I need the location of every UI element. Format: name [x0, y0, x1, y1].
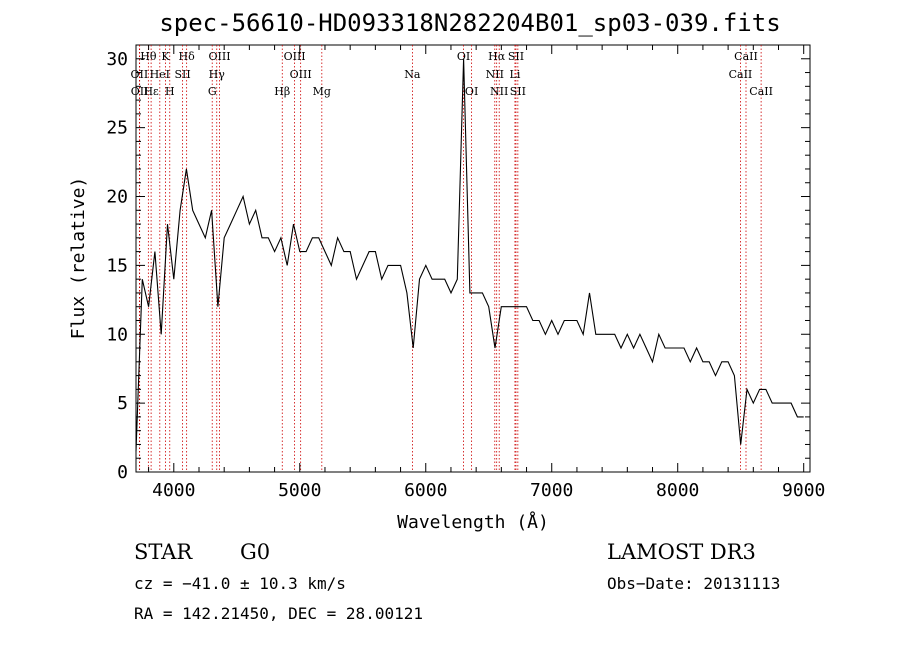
line-label: Li [510, 68, 521, 81]
line-label: OII [131, 85, 149, 98]
spectrum-line [135, 58, 804, 452]
object-class: STAR [134, 540, 193, 564]
y-tick-label: 10 [106, 324, 128, 345]
line-label: CaII [734, 50, 758, 63]
plot-frame [135, 44, 811, 473]
line-label: SII [508, 50, 524, 63]
line-label: Hα [488, 50, 506, 63]
x-tick-label: 6000 [404, 480, 447, 501]
line-label: NII [486, 68, 504, 81]
survey-name: LAMOST DR3 [607, 540, 756, 564]
spectrum-chart: spec-56610-HD093318N282204B01_sp03-039.f… [68, 9, 825, 533]
line-label: CaII [729, 68, 753, 81]
y-tick-label: 20 [106, 187, 128, 208]
line-label: G [208, 85, 217, 98]
x-tick-label: 7000 [530, 480, 573, 501]
observation-date: Obs−Date: 20131113 [607, 574, 781, 593]
object-subclass: G0 [240, 540, 271, 564]
line-label: Na [404, 68, 421, 81]
x-axis-label: Wavelength (Å) [397, 511, 549, 533]
line-label: Mg [313, 85, 331, 98]
y-tick-label: 25 [106, 118, 128, 139]
line-label: OIII [284, 50, 306, 63]
chart-title: spec-56610-HD093318N282204B01_sp03-039.f… [159, 9, 780, 37]
line-label: Hθ [140, 50, 157, 63]
y-tick-label: 0 [117, 462, 128, 483]
y-axis: 0 5 10 15 20 25 30 [106, 49, 810, 483]
line-label: Hδ [179, 50, 196, 63]
line-label: Hβ [274, 85, 290, 98]
line-label: H [165, 85, 175, 98]
spectral-line-markers [139, 45, 762, 472]
line-label: K [161, 50, 170, 63]
x-axis: 4000 5000 6000 7000 8000 9000 [148, 45, 825, 501]
line-label: NII [490, 85, 508, 98]
line-label: OII [131, 68, 149, 81]
y-tick-label: 30 [106, 49, 128, 70]
x-tick-label: 8000 [656, 480, 699, 501]
line-label: CaII [749, 85, 773, 98]
line-label: OI [457, 50, 470, 63]
x-tick-label: 4000 [152, 480, 195, 501]
y-axis-label: Flux (relative) [68, 177, 89, 340]
y-tick-label: 15 [106, 255, 128, 276]
line-label: SII [510, 85, 526, 98]
line-label: Hε [143, 85, 159, 98]
line-label: Hγ [209, 68, 226, 81]
x-tick-label: 5000 [278, 480, 321, 501]
line-label: OIII [290, 68, 312, 81]
line-label: SII [174, 68, 190, 81]
redshift-cz: cz = −41.0 ± 10.3 km/s [134, 574, 346, 593]
y-tick-label: 5 [117, 393, 128, 414]
line-label: HeI [150, 68, 170, 81]
ra-dec: RA = 142.21450, DEC = 28.00121 [134, 604, 423, 623]
x-tick-label: 9000 [782, 480, 825, 501]
line-label: OIII [208, 50, 230, 63]
line-label: OI [465, 85, 478, 98]
